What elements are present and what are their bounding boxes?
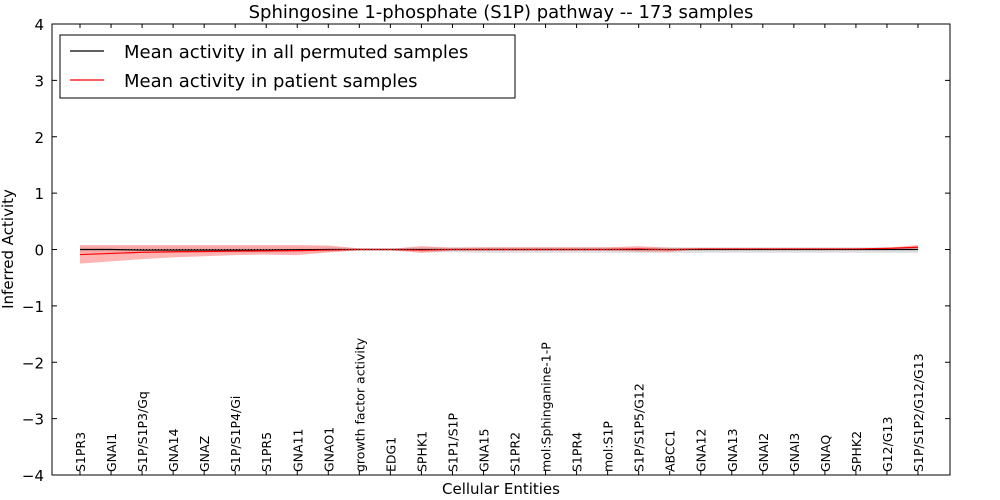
y-axis-label: Inferred Activity <box>0 189 17 309</box>
x-tick-label: S1PR3 <box>73 432 88 472</box>
x-tick-label: GNA15 <box>476 429 491 473</box>
x-tick-label: S1P/S1P4/Gi <box>228 396 243 472</box>
y-tick-label: −2 <box>22 354 44 372</box>
x-tick-label: S1PR5 <box>259 432 274 472</box>
x-tick-label: S1P/S1P2/G12/G13 <box>911 353 926 472</box>
x-tick-label: GNA14 <box>166 428 181 472</box>
y-tick-label: 0 <box>34 242 44 260</box>
y-tick-label: −1 <box>22 298 44 316</box>
x-axis-label: Cellular Entities <box>442 480 560 498</box>
legend-label-permuted: Mean activity in all permuted samples <box>124 42 468 63</box>
x-tick-label: mol:Sphinganine-1-P <box>539 342 554 472</box>
x-tick-label: EDG1 <box>383 437 398 472</box>
x-tick-label: GNAI1 <box>104 433 119 472</box>
legend: Mean activity in all permuted samples Me… <box>59 34 516 99</box>
patient-mean-line <box>79 246 919 256</box>
x-tick-label: S1PR4 <box>570 432 585 472</box>
y-tick-label: 1 <box>34 185 44 203</box>
x-tick-label: GNA13 <box>725 429 740 473</box>
x-tick-label: ABCC1 <box>663 430 678 472</box>
y-tick-label: −4 <box>22 467 44 485</box>
x-tick-label: GNA12 <box>694 429 709 473</box>
x-tick-label: SPHK1 <box>414 431 429 472</box>
x-tick-label: GNAO1 <box>321 427 336 472</box>
x-tick-label: GNAZ <box>197 436 212 472</box>
legend-box <box>59 34 516 99</box>
x-tick-label: S1P1/S1P <box>445 413 460 472</box>
legend-label-patient: Mean activity in patient samples <box>124 71 418 92</box>
x-tick-label: growth factor activity <box>352 337 367 472</box>
y-tick-label: 3 <box>34 72 44 90</box>
x-tick-label: S1PR2 <box>508 432 523 472</box>
x-tick-label: S1P/S1P3/Gq <box>135 391 150 472</box>
x-tick-label: GNAI3 <box>787 433 802 472</box>
y-tick-label: −3 <box>22 411 44 429</box>
x-tick-label: G12/G13 <box>880 417 895 472</box>
y-tick-label: 2 <box>34 129 44 147</box>
x-tick-label: GNAQ <box>818 435 833 472</box>
x-tick-label: GNA11 <box>290 429 305 473</box>
chart-title: Sphingosine 1-phosphate (S1P) pathway --… <box>249 2 754 23</box>
x-tick-label: mol:S1P <box>601 421 616 472</box>
x-tick-label: GNAI2 <box>756 433 771 472</box>
y-tick-label: 4 <box>34 16 44 34</box>
x-tick-label: S1P/S1P5/G12 <box>632 383 647 472</box>
x-tick-label: SPHK2 <box>849 431 864 472</box>
